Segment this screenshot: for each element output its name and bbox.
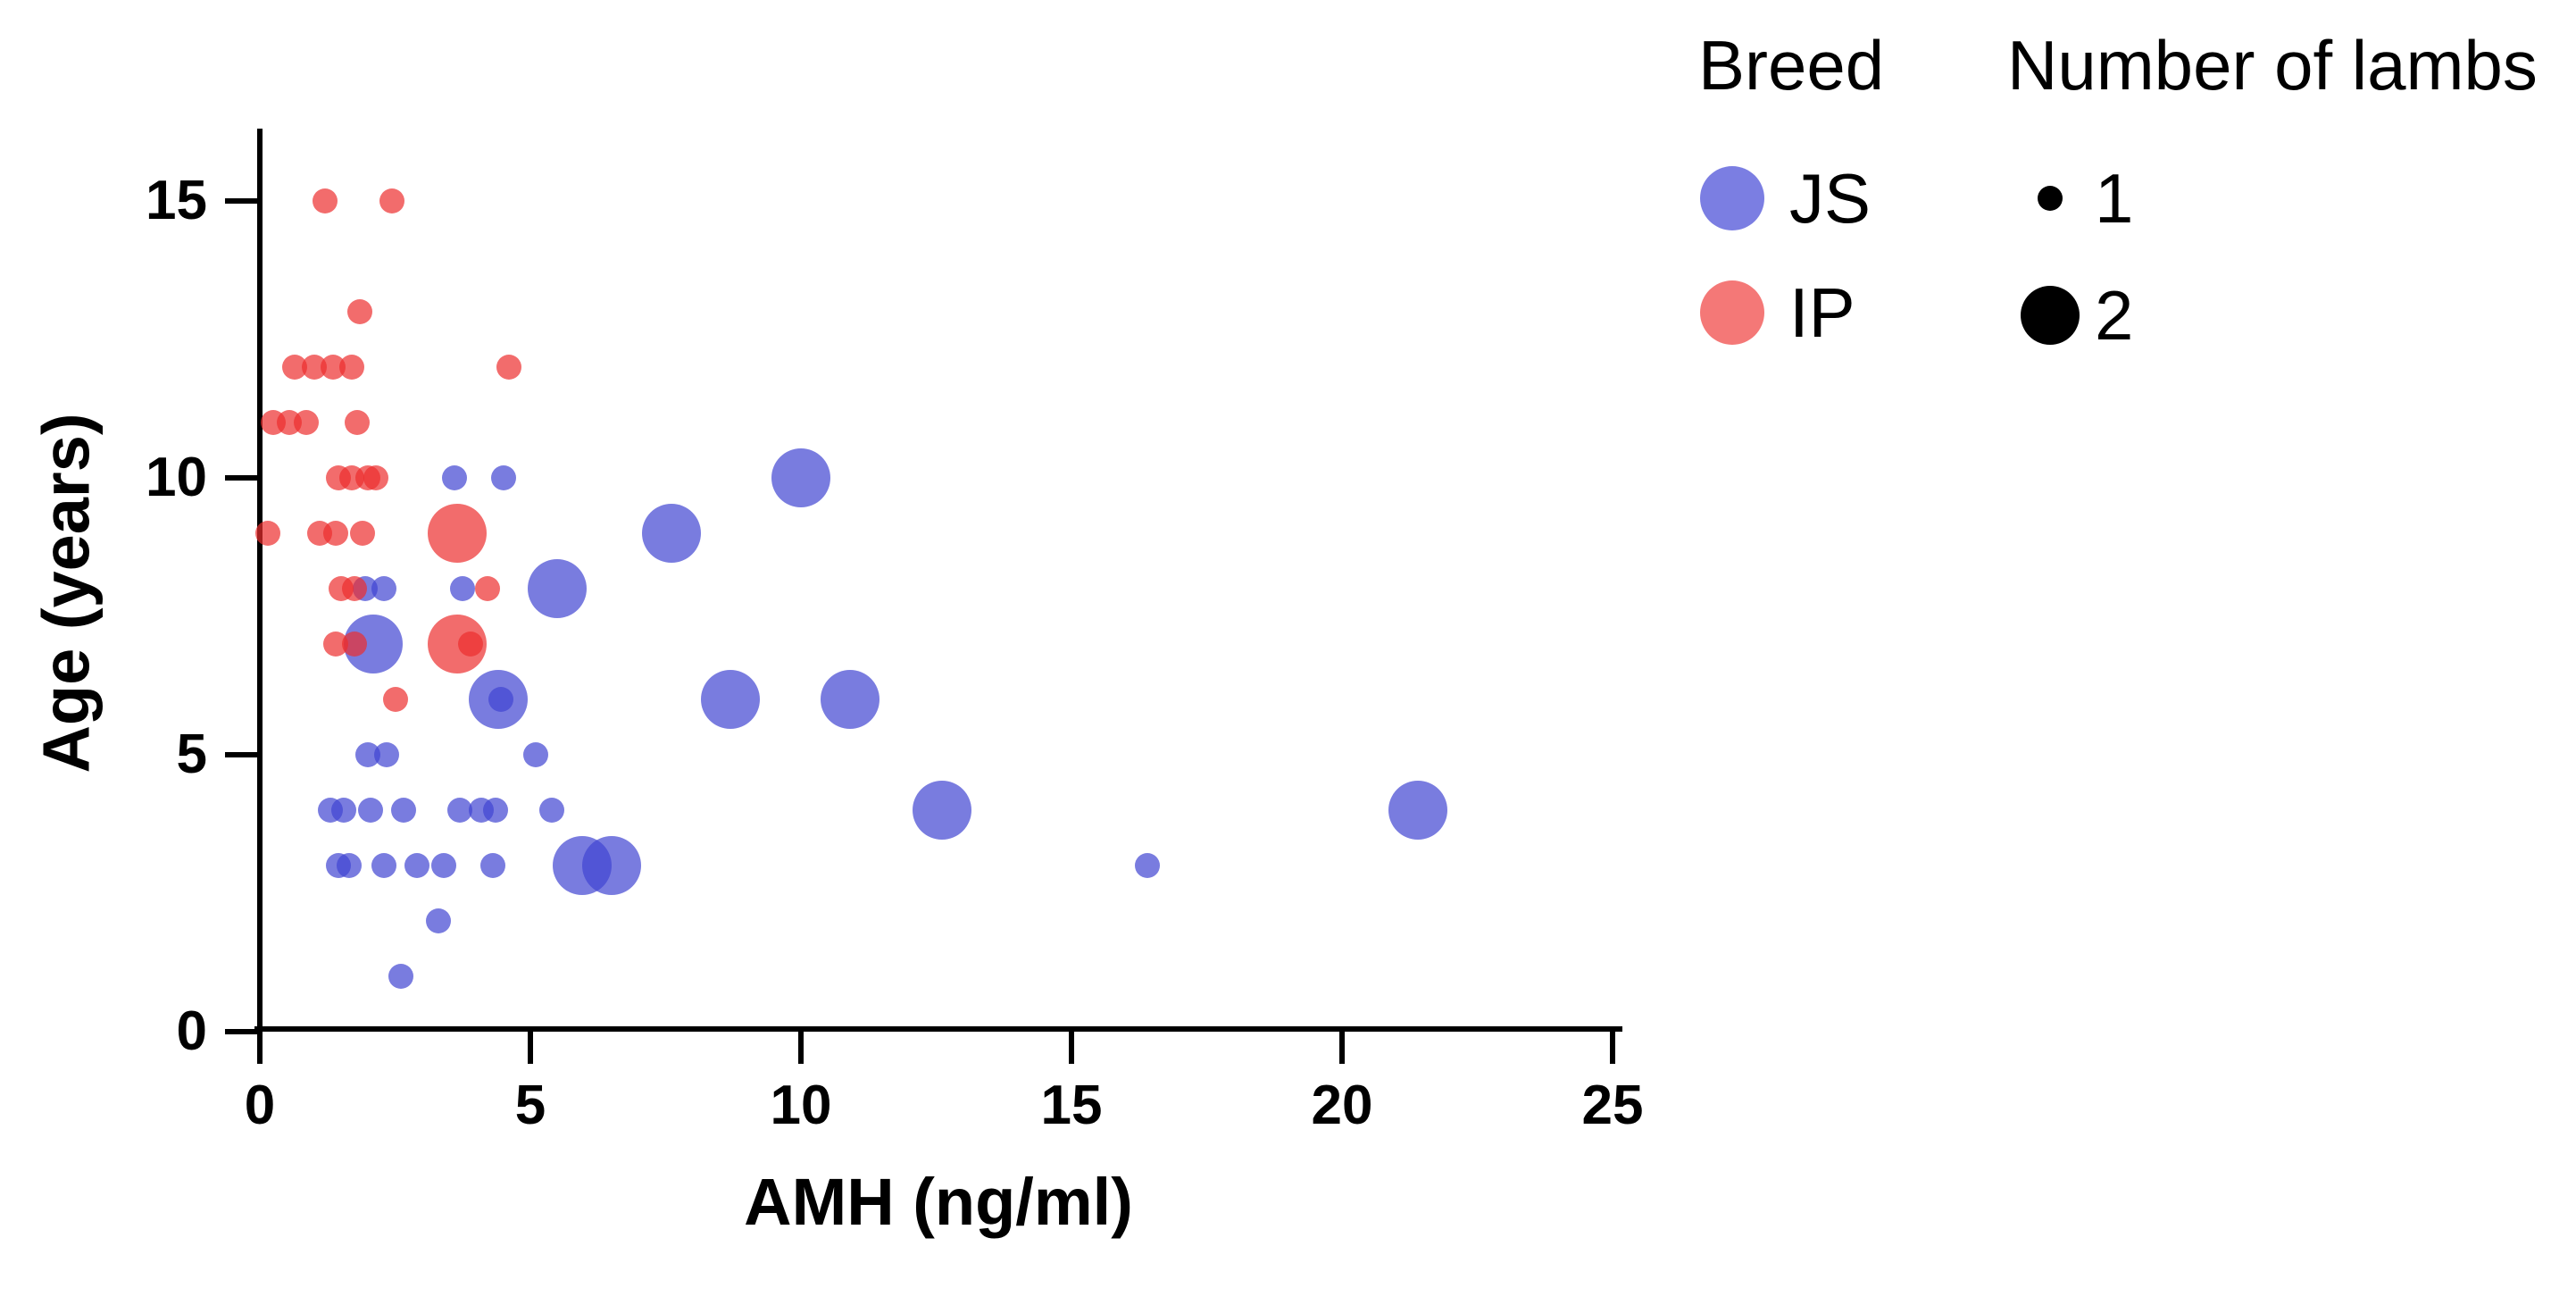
x-tick-label: 15 [1040, 1075, 1103, 1136]
data-point-js [374, 742, 400, 767]
legend-item-ip: IP [1700, 273, 1855, 352]
x-axis-title: AMH (ng/ml) [744, 1165, 1133, 1239]
data-point-ip [342, 632, 368, 657]
x-tick-label: 10 [770, 1075, 832, 1136]
y-tick [225, 752, 257, 757]
data-point-js [450, 576, 476, 601]
data-point-ip [382, 687, 408, 712]
ip-color-dot-icon [1700, 280, 1764, 345]
y-tick [225, 475, 257, 481]
data-point-js [482, 798, 508, 823]
data-point-ip [347, 299, 373, 324]
data-point-ip [363, 465, 389, 490]
data-point-ip [474, 576, 500, 601]
data-point-js [371, 853, 397, 878]
data-point-js [358, 798, 384, 823]
data-point-ip [293, 410, 319, 435]
y-tick-label: 5 [176, 724, 207, 785]
y-tick [225, 1029, 257, 1034]
data-point-ip [312, 188, 338, 213]
one-lamb-dot-icon [2038, 186, 2063, 211]
data-point-ip [322, 521, 348, 546]
legend-one-lamb-label: 1 [2095, 158, 2134, 238]
data-point-js [539, 798, 565, 823]
y-tick-label: 0 [176, 1000, 207, 1062]
data-point-js [581, 836, 641, 895]
legend-breed-title: Breed [1698, 26, 1885, 105]
data-point-js [490, 465, 516, 490]
y-tick-label: 15 [146, 170, 207, 231]
y-tick [225, 198, 257, 204]
data-point-js [1134, 853, 1160, 878]
legend-item-two-lambs: 2 [2020, 276, 2133, 355]
data-point-js [425, 908, 451, 933]
data-point-ip [496, 355, 521, 380]
x-tick [528, 1032, 533, 1064]
data-point-js [431, 853, 457, 878]
data-point-ip [458, 632, 484, 657]
data-point-js [528, 559, 588, 618]
data-point-js [701, 670, 761, 729]
x-tick-label: 20 [1311, 1075, 1373, 1136]
x-tick [1069, 1032, 1074, 1064]
data-point-js [330, 798, 356, 823]
data-point-js [442, 465, 468, 490]
legend-js-label: JS [1789, 158, 1872, 238]
data-point-ip [345, 410, 371, 435]
x-tick-label: 25 [1581, 1075, 1644, 1136]
x-tick [798, 1032, 804, 1064]
data-point-js [1388, 781, 1447, 840]
y-axis-title: Age (years) [29, 413, 104, 774]
data-point-js [820, 670, 880, 729]
js-color-dot-icon [1700, 166, 1764, 230]
data-point-js [488, 687, 513, 712]
x-axis-line [254, 1026, 1622, 1032]
x-tick [1610, 1032, 1615, 1064]
data-point-js [447, 798, 473, 823]
legend-item-one-lamb: 1 [2020, 159, 2133, 238]
y-tick-label: 10 [146, 447, 207, 508]
legend-ip-label: IP [1789, 272, 1855, 352]
data-point-js [523, 742, 549, 767]
data-point-js [390, 798, 416, 823]
x-tick-label: 5 [514, 1075, 546, 1136]
data-point-js [404, 853, 429, 878]
data-point-ip [428, 504, 488, 563]
two-lambs-dot-icon [2021, 286, 2080, 345]
data-point-ip [350, 521, 376, 546]
x-tick [1339, 1032, 1345, 1064]
data-point-js [371, 576, 397, 601]
data-point-js [336, 853, 362, 878]
data-point-js [771, 448, 830, 507]
data-point-js [388, 964, 413, 989]
data-point-ip [255, 521, 281, 546]
data-point-ip [379, 188, 405, 213]
x-tick [257, 1032, 263, 1064]
data-point-ip [339, 355, 365, 380]
legend-item-js: JS [1700, 159, 1871, 238]
y-axis-line [257, 129, 263, 1032]
data-point-js [479, 853, 505, 878]
x-tick-label: 0 [244, 1075, 276, 1136]
legend-lambs-title: Number of lambs [2007, 26, 2538, 105]
data-point-ip [342, 576, 368, 601]
data-point-js [641, 504, 701, 563]
legend-two-lambs-label: 2 [2095, 275, 2134, 355]
data-point-js [912, 781, 971, 840]
